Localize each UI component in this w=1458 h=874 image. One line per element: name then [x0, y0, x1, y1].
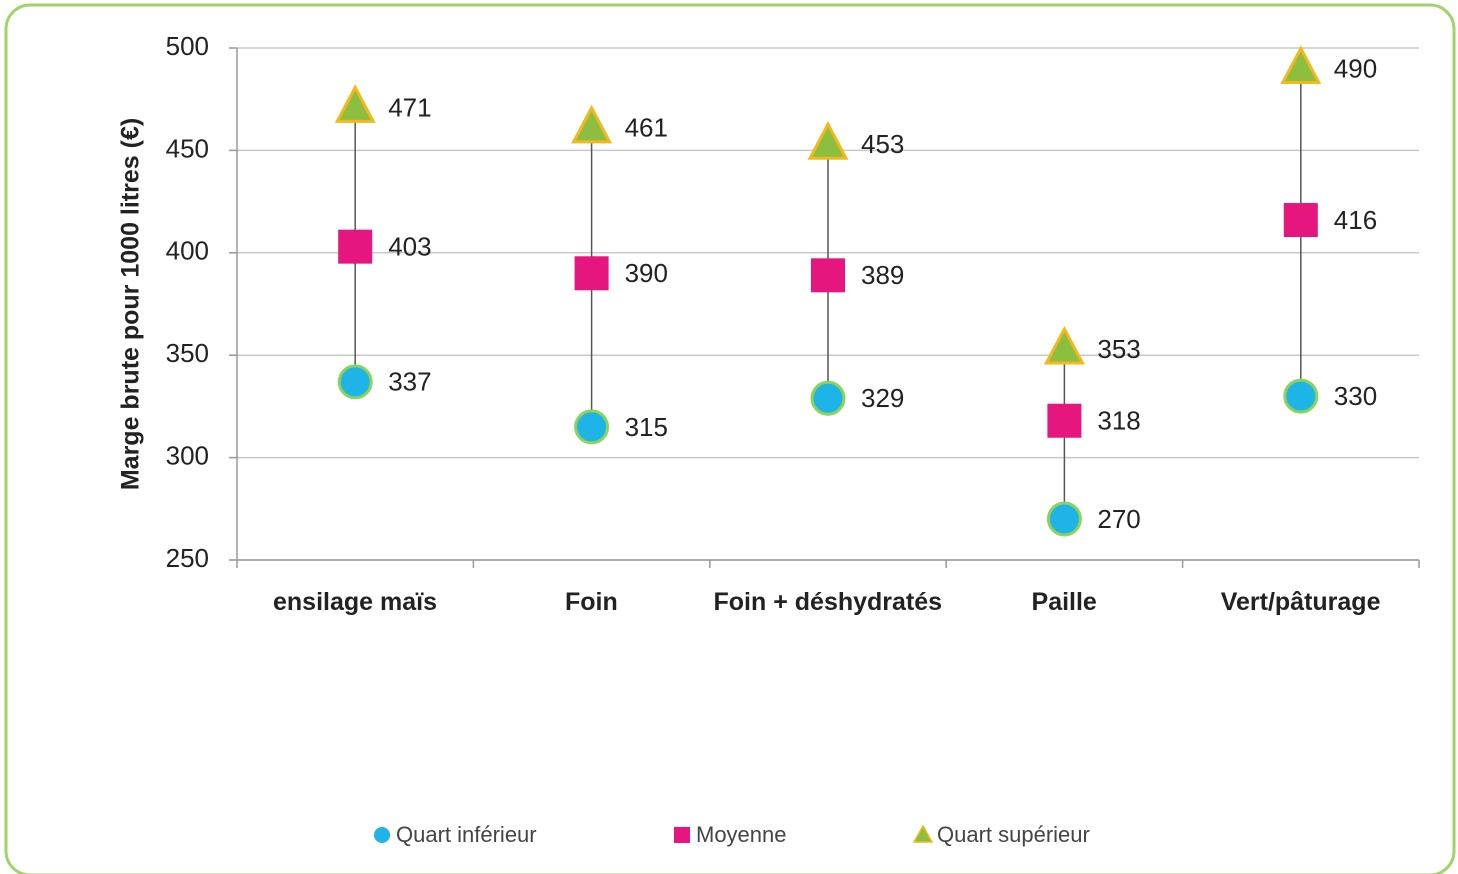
data-label: 315 [625, 412, 668, 442]
marker-circle [1046, 501, 1082, 537]
legend-label: Quart supérieur [937, 822, 1090, 847]
legend-symbol [912, 824, 934, 843]
data-label: 329 [861, 383, 904, 413]
y-tick-label: 450 [166, 133, 209, 163]
data-label: 390 [625, 258, 668, 288]
y-tick-label: 250 [166, 543, 209, 573]
data-label: 330 [1334, 381, 1377, 411]
y-tick-label: 400 [166, 236, 209, 266]
marker-triangle [807, 121, 849, 160]
marker-square [338, 229, 373, 264]
legend-item: Quart inférieur [374, 822, 537, 847]
x-tick-label: ensilage maïs [273, 588, 437, 616]
data-label: 403 [388, 232, 431, 262]
data-label: 270 [1097, 504, 1140, 534]
data-label: 353 [1097, 334, 1140, 364]
data-label: 453 [861, 129, 904, 159]
marker-square [811, 258, 845, 293]
legend-item: Moyenne [674, 822, 787, 847]
x-tick-label: Vert/pâturage [1220, 588, 1381, 616]
marker-circle [337, 364, 373, 400]
y-tick-label: 300 [166, 440, 209, 470]
data-label: 318 [1097, 406, 1140, 436]
marker-square [1047, 403, 1082, 438]
x-tick-label: Foin [565, 588, 618, 616]
marker-square [574, 256, 609, 291]
y-tick-label: 500 [166, 31, 209, 61]
marker-circle [810, 380, 846, 416]
legend-label: Moyenne [696, 822, 787, 847]
marker-triangle [334, 84, 376, 123]
y-tick-label: 350 [166, 338, 209, 368]
data-label: 471 [388, 92, 431, 122]
marker-circle [1283, 378, 1319, 414]
data-label: 416 [1334, 205, 1377, 235]
marker-square [1283, 203, 1318, 238]
data-label: 337 [388, 367, 431, 397]
x-tick-label: Paille [1031, 588, 1097, 616]
marker-triangle [571, 104, 613, 144]
marker-triangle [1280, 45, 1322, 84]
legend-symbol [374, 827, 390, 843]
data-label: 490 [1334, 53, 1377, 83]
legend-item: Quart supérieur [912, 822, 1090, 847]
legend-label: Quart inférieur [396, 822, 537, 847]
data-label: 389 [861, 260, 904, 290]
marker-triangle [1043, 325, 1085, 365]
marker-circle [574, 409, 610, 445]
y-axis-label: Marge brute pour 1000 litres (€) [117, 118, 145, 490]
data-label: 461 [625, 113, 668, 143]
legend-symbol [674, 827, 690, 843]
frame [4, 3, 1456, 874]
x-tick-label: Foin + déshydratés [713, 588, 943, 616]
